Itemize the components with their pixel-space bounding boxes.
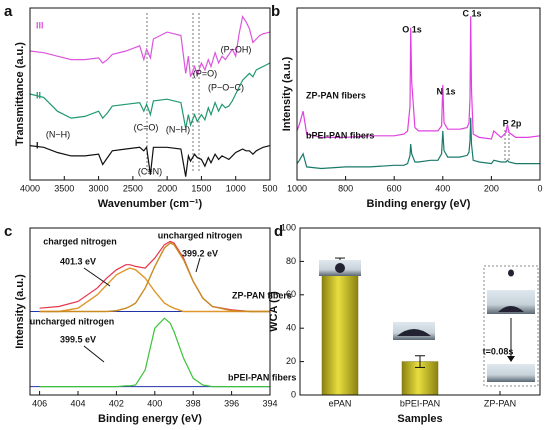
x-axis-label: Binding energy (eV): [98, 413, 202, 425]
annotation: uncharged nitrogen: [158, 230, 243, 240]
x-tick-label: 400: [147, 398, 162, 408]
x-tick-label: 406: [32, 398, 47, 408]
pointer: [195, 257, 201, 273]
y-tick-label: 20: [286, 356, 296, 366]
series-line: [39, 317, 270, 388]
x-tick-label: ePAN: [329, 398, 352, 408]
x-tick-label: 400: [435, 183, 450, 193]
droplet: [498, 306, 524, 312]
error-bar: [415, 355, 425, 368]
x-axis-label: Binding energy (eV): [367, 198, 471, 210]
panel-label: d: [274, 223, 283, 240]
annotation: 399.2 eV: [182, 248, 218, 258]
annotation: (C=O): [134, 122, 159, 132]
series-line: [29, 15, 271, 78]
x-tick-label: 800: [338, 183, 353, 193]
y-tick-label: 60: [286, 289, 296, 299]
x-tick-label: 2500: [123, 183, 143, 193]
x-tick-label: 4000: [20, 183, 40, 193]
droplet: [335, 263, 345, 273]
plot-frame: [29, 7, 271, 181]
annotation: N 1s: [436, 86, 455, 96]
x-tick-label: 1000: [226, 183, 246, 193]
series-line: [29, 62, 271, 129]
series-line: [39, 240, 270, 313]
x-tick-label: 1000: [287, 183, 307, 193]
annotation: O 1s: [402, 24, 422, 34]
series-label: III: [36, 20, 44, 30]
x-tick-label: 394: [262, 398, 277, 408]
annotation: 399.5 eV: [60, 334, 96, 344]
x-tick-label: 500: [262, 183, 277, 193]
y-axis-label: WCA (°): [268, 291, 280, 332]
plot-frame: [29, 227, 271, 396]
panel-label: b: [271, 3, 280, 20]
annotation: t=0.08s: [483, 346, 514, 356]
annotation: 401.3 eV: [60, 256, 96, 266]
y-tick-label: 40: [286, 323, 296, 333]
series-line: [29, 145, 271, 177]
x-tick-label: 0: [537, 183, 542, 193]
x-tick-label: 600: [387, 183, 402, 193]
x-tick-label: bPEI-PAN: [400, 398, 440, 408]
series-label: I: [36, 140, 39, 150]
photo-frame: [483, 265, 539, 387]
series-line: [39, 267, 270, 313]
series-label: ZP-PAN fibers: [232, 290, 292, 300]
x-tick-label: 2000: [157, 183, 177, 193]
annotation: uncharged nitrogen: [30, 316, 115, 326]
annotation: (N−H): [46, 129, 70, 139]
x-axis-label: Samples: [397, 413, 442, 425]
x-tick-label: 404: [70, 398, 85, 408]
x-tick-label: 200: [484, 183, 499, 193]
y-axis-label: Transmittance (a.u.): [14, 42, 26, 146]
plot-frame: [296, 7, 541, 181]
droplet: [397, 329, 431, 336]
annotation: (N−H): [166, 124, 190, 134]
annotation: (C≡N): [138, 166, 162, 176]
bar: [321, 262, 359, 396]
plot-frame: [299, 227, 541, 396]
series-label: II: [36, 90, 41, 100]
annotation: P 2p: [503, 118, 522, 128]
panel-label: c: [4, 223, 12, 240]
x-axis-label: Wavenumber (cm⁻¹): [98, 198, 203, 210]
series-label: bPEI-PAN fibers: [306, 130, 374, 140]
y-tick-label: 80: [286, 256, 296, 266]
x-tick-label: 1500: [191, 183, 211, 193]
series-line: [39, 242, 270, 313]
y-axis-label: Intensity (a.u.): [14, 274, 26, 349]
x-tick-label: 3500: [54, 183, 74, 193]
series-label: bPEI-PAN fibers: [228, 372, 296, 382]
photo: [487, 364, 535, 382]
annotation: (P−OH): [221, 44, 252, 54]
series-line: [296, 117, 540, 170]
x-tick-label: 398: [186, 398, 201, 408]
series-line: [296, 16, 541, 140]
pointer: [83, 345, 105, 363]
x-tick-label: ZP-PAN: [484, 398, 516, 408]
series-label: ZP-PAN fibers: [306, 90, 366, 100]
pointer: [83, 267, 111, 287]
x-tick-label: 402: [109, 398, 124, 408]
annotation: (P−O−C): [208, 82, 244, 92]
y-axis-label: Intensity (a.u.): [281, 56, 293, 131]
x-tick-label: 396: [224, 398, 239, 408]
arrow-head: [507, 356, 515, 362]
y-tick-label: 0: [291, 389, 296, 399]
droplet: [508, 269, 514, 277]
panel-label: a: [4, 3, 13, 20]
x-tick-label: 3000: [89, 183, 109, 193]
annotation: charged nitrogen: [43, 236, 117, 246]
annotation: (P=O): [193, 68, 217, 78]
annotation: C 1s: [462, 8, 481, 18]
y-tick-label: 100: [281, 222, 296, 232]
